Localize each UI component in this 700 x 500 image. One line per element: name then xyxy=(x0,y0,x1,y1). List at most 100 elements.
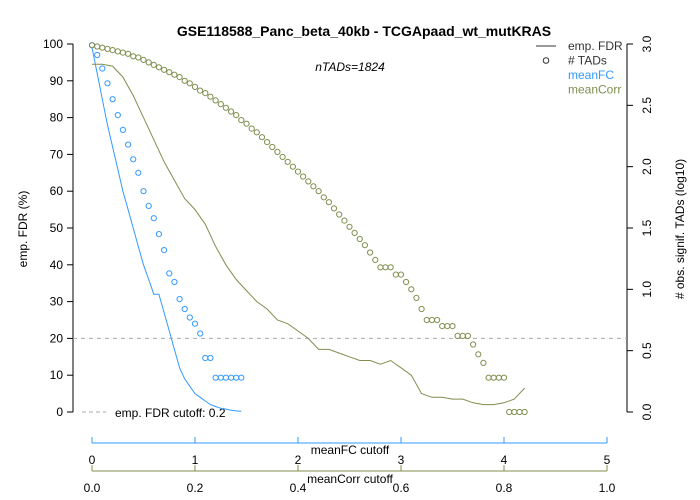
meancorr-ntads-point xyxy=(408,286,415,293)
meancorr-ntads-point xyxy=(135,54,142,61)
meanfc-axis-label: meanFC cutoff xyxy=(311,443,390,457)
meancorr-ntads-point xyxy=(490,374,497,381)
meanfc-ntads-point xyxy=(176,296,183,303)
left-axis-label: emp. FDR (%) xyxy=(16,191,30,268)
meanfc-ntads-point xyxy=(140,188,147,195)
left-axis-tick-label: 80 xyxy=(50,111,64,125)
right-axis-tick-label: 3.0 xyxy=(640,35,654,52)
meancorr-ntads-point xyxy=(99,44,106,51)
meancorr-ntads-point xyxy=(485,374,492,381)
meancorr-ntads-point xyxy=(269,143,276,151)
left-axis-tick-label: 0 xyxy=(56,405,63,419)
meancorr-ntads-point xyxy=(294,168,302,175)
legend-item-label: meanFC xyxy=(568,68,614,82)
meancorr-axis-tick-label: 0.0 xyxy=(84,481,101,495)
meancorr-ntads-point xyxy=(470,341,477,348)
meancorr-ntads-point xyxy=(356,235,363,243)
meanfc-ntads-point xyxy=(94,51,101,59)
meanfc-ntads-point xyxy=(191,320,199,327)
meancorr-ntads-point xyxy=(423,316,430,324)
left-axis-tick-label: 100 xyxy=(43,37,63,51)
meanfc-ntads-point xyxy=(166,270,173,277)
meanfc-ntads-point xyxy=(181,305,188,313)
meanfc-ntads-point xyxy=(238,374,245,381)
meancorr-ntads-point xyxy=(511,408,518,416)
fdr-cutoff-label: emp. FDR cutoff: 0.2 xyxy=(115,406,226,420)
meancorr-ntads-point xyxy=(125,50,132,57)
left-axis-tick-label: 90 xyxy=(50,74,64,88)
meancorr-ntads-point xyxy=(351,229,358,236)
meancorr-ntads-point xyxy=(197,87,204,94)
meancorr-ntads-point xyxy=(336,211,343,218)
right-axis-tick-label: 0.0 xyxy=(640,403,654,420)
meancorr-ntads-point xyxy=(387,264,394,271)
meancorr-ntads-point xyxy=(361,242,368,249)
meanfc-ntads-point xyxy=(150,215,157,222)
meancorr-axis-label: meanCorr cutoff xyxy=(307,472,393,486)
meancorr-ntads-point xyxy=(186,80,193,87)
meancorr-ntads-point xyxy=(274,148,281,155)
legend-item-label: emp. FDR xyxy=(568,39,623,53)
meanfc-ntads-point xyxy=(155,231,162,238)
right-axis-tick-label: 2.0 xyxy=(640,158,654,175)
meancorr-ntads-point xyxy=(289,163,296,170)
meancorr-ntads-point xyxy=(444,323,451,330)
meancorr-ntads-point xyxy=(310,183,317,190)
meanfc-axis-tick-label: 1 xyxy=(192,453,199,467)
meancorr-ntads-point xyxy=(500,374,508,381)
meanfc-ntads-point xyxy=(202,354,209,362)
meancorr-ntads-point xyxy=(202,90,209,97)
fdr-cutoff: emp. FDR cutoff: 0.2 xyxy=(73,337,627,420)
meancorr-ntads-point xyxy=(243,120,250,127)
meancorr-ntads-point xyxy=(114,48,121,55)
right-axis-tick-label: 0.5 xyxy=(640,342,654,359)
meancorr-ntads-point xyxy=(382,264,389,271)
meanfc-ntads-point xyxy=(135,169,142,176)
left-axis-tick-label: 20 xyxy=(50,331,64,345)
meancorr-ntads-point xyxy=(372,256,379,263)
meancorr-fdr-line xyxy=(92,63,525,406)
meancorr-ntads-point xyxy=(480,359,487,366)
meancorr-ntads-point xyxy=(305,178,312,185)
meancorr-ntads-point xyxy=(258,134,266,141)
meancorr-ntads-point xyxy=(88,42,96,49)
meancorr-ntads-point xyxy=(459,332,466,339)
meancorr-ntads-point xyxy=(521,408,528,416)
meancorr-ntads-point xyxy=(434,316,441,324)
meancorr-ntads-point xyxy=(346,223,353,230)
meanfc-ntads-point xyxy=(207,354,214,362)
ntads-annotation: nTADs=1824 xyxy=(315,60,385,74)
legend-item-label: # TADs xyxy=(568,54,607,68)
meancorr-ntads-point xyxy=(279,153,286,160)
meanfc-fdr-line xyxy=(91,47,242,412)
meancorr-ntads-point xyxy=(495,374,502,381)
meanfc-axis-tick-label: 3 xyxy=(398,453,405,467)
meancorr-ntads-point xyxy=(506,408,513,416)
series-layer xyxy=(88,42,528,416)
meanfc-ntads-point xyxy=(109,96,116,103)
meancorr-ntads-point xyxy=(253,129,260,136)
meancorr-ntads-point xyxy=(454,332,461,339)
meancorr-ntads-point xyxy=(94,43,101,50)
meancorr-ntads-point xyxy=(464,332,471,339)
meancorr-ntads-point xyxy=(145,59,152,66)
meancorr-ntads-point xyxy=(166,69,173,76)
left-axis-tick-label: 10 xyxy=(50,368,64,382)
meancorr-axis-tick-label: 0.8 xyxy=(496,481,513,495)
meanfc-ntads-point xyxy=(217,374,224,381)
left-axis-tick-label: 60 xyxy=(50,184,64,198)
right-axis-tick-label: 2.5 xyxy=(640,97,654,114)
left-axis-tick-label: 40 xyxy=(50,258,64,272)
meanfc-ntads-point xyxy=(212,374,219,381)
meancorr-ntads-point xyxy=(181,77,188,84)
meanfc-ntads-point xyxy=(119,126,127,133)
meancorr-ntads-point xyxy=(300,173,307,180)
meanfc-ntads-point xyxy=(130,156,137,163)
meancorr-ntads-point xyxy=(397,271,405,278)
meancorr-ntads-point xyxy=(439,323,446,330)
legend-circle-symbol xyxy=(542,57,550,64)
meanfc-ntads-point xyxy=(222,374,229,381)
meancorr-ntads-point xyxy=(238,117,245,124)
